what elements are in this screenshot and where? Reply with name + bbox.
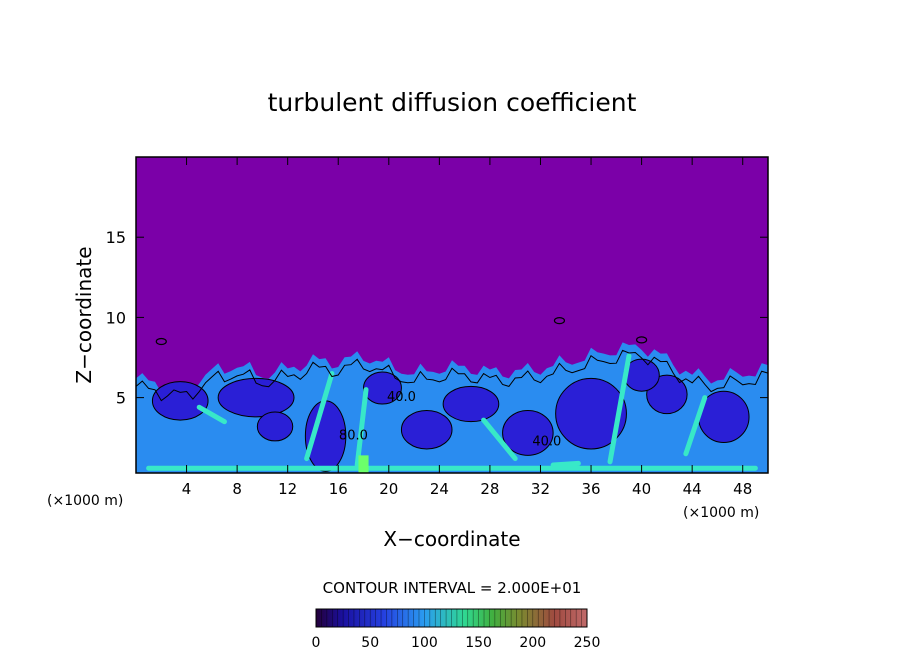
x-tick-label: 24 <box>430 480 449 498</box>
low-diffusion-region <box>218 378 294 416</box>
x-tick-label: 44 <box>683 480 702 498</box>
y-tick-label: 10 <box>106 308 126 327</box>
chart-title: turbulent diffusion coefficient <box>268 88 637 117</box>
contour-label: 40.0 <box>532 435 561 450</box>
low-diffusion-region <box>401 410 452 448</box>
peak-diffusion-region <box>358 455 368 473</box>
x-unit-left: (×1000 m) <box>47 493 123 509</box>
contour-label: 40.0 <box>387 390 416 405</box>
x-tick-label: 32 <box>531 480 550 498</box>
low-diffusion-region <box>443 386 499 421</box>
contour-interval-text: CONTOUR INTERVAL = 2.000E+01 <box>323 579 582 597</box>
y-axis-label: Z−coordinate <box>72 246 96 383</box>
x-tick-label: 8 <box>232 480 242 498</box>
x-tick-label: 20 <box>379 480 398 498</box>
low-diffusion-region <box>152 382 208 420</box>
x-tick-label: 36 <box>581 480 600 498</box>
contour-label: 80.0 <box>339 428 368 443</box>
low-diffusion-region <box>257 412 292 441</box>
plot-area: 40.0 80.0 40.0 <box>136 157 768 473</box>
colorbar-tick-label: 100 <box>411 635 438 651</box>
x-unit-right: (×1000 m) <box>683 505 759 521</box>
colorbar-tick-label: 200 <box>519 635 546 651</box>
high-diffusion-streak <box>553 463 578 465</box>
y-tick-label: 5 <box>116 389 126 408</box>
x-tick-label: 40 <box>632 480 651 498</box>
colorbar: 0 50 100 150 200 250 <box>312 609 601 651</box>
colorbar-tick-label: 0 <box>312 635 321 651</box>
colorbar-tick-label: 250 <box>574 635 601 651</box>
colorbar-ticks: 0 50 100 150 200 250 <box>312 635 601 651</box>
x-tick-label: 48 <box>733 480 752 498</box>
colorbar-tick-label: 50 <box>361 635 379 651</box>
x-tick-label: 12 <box>278 480 297 498</box>
x-tick-label: 28 <box>480 480 499 498</box>
x-axis-label: X−coordinate <box>383 527 520 551</box>
y-tick-label: 15 <box>106 228 126 247</box>
x-tick-label: 4 <box>182 480 192 498</box>
colorbar-tick-label: 150 <box>465 635 492 651</box>
x-tick-label: 16 <box>329 480 348 498</box>
